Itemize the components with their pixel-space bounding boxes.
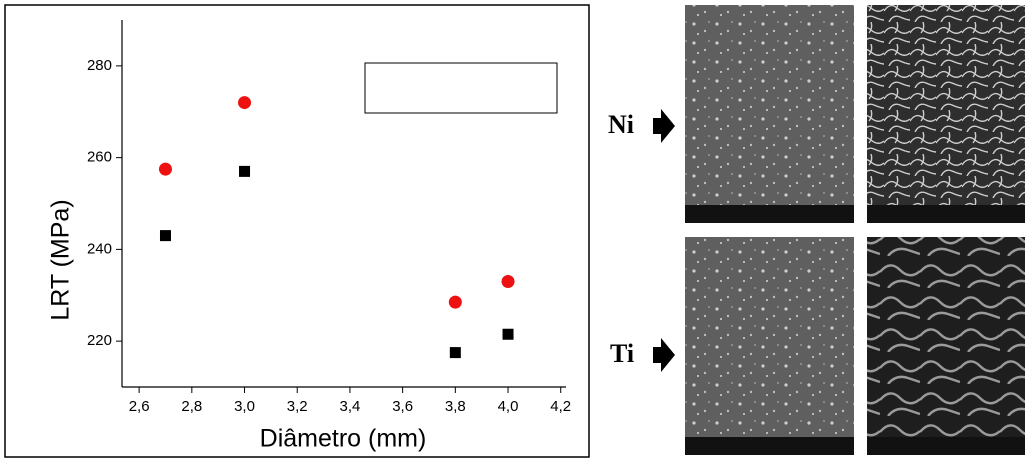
- x-tick-label: 3,6: [392, 398, 413, 415]
- point: [238, 96, 252, 110]
- x-tick-label: 4,2: [550, 398, 571, 415]
- y-tick-label: 260: [87, 149, 112, 166]
- arrow: [653, 338, 675, 372]
- point: [502, 328, 514, 340]
- point: [449, 347, 461, 359]
- x-tick-label: 3,0: [234, 398, 255, 415]
- sem-info-bar: [867, 205, 1025, 223]
- sem-image: [867, 237, 1025, 455]
- x-tick-label: 4,0: [498, 398, 519, 415]
- sem-info-bar: [685, 437, 854, 455]
- sem-info-bar: [685, 205, 854, 223]
- point: [159, 230, 171, 242]
- y-tick-label: 240: [87, 240, 112, 257]
- sem-image: [685, 5, 854, 223]
- legend-box: [364, 62, 558, 114]
- y-axis-title: LRT (MPa): [47, 199, 75, 320]
- side-label: Ni: [608, 110, 634, 139]
- y-tick-label: 280: [87, 57, 112, 74]
- side-label: Ti: [610, 339, 634, 368]
- sem-info-bar: [867, 437, 1025, 455]
- point: [501, 274, 515, 288]
- sem-image: [685, 237, 854, 455]
- x-tick-label: 3,8: [445, 398, 466, 415]
- x-axis-title: Diâmetro (mm): [260, 425, 427, 453]
- x-tick-label: 3,4: [339, 398, 360, 415]
- point: [448, 295, 462, 309]
- point: [239, 165, 251, 177]
- x-tick-label: 3,2: [287, 398, 308, 415]
- point: [158, 162, 172, 176]
- x-tick-label: 2,6: [129, 398, 150, 415]
- y-tick-label: 220: [87, 332, 112, 349]
- arrow: [653, 109, 675, 143]
- sem-image: [867, 5, 1025, 223]
- x-tick-label: 2,8: [181, 398, 202, 415]
